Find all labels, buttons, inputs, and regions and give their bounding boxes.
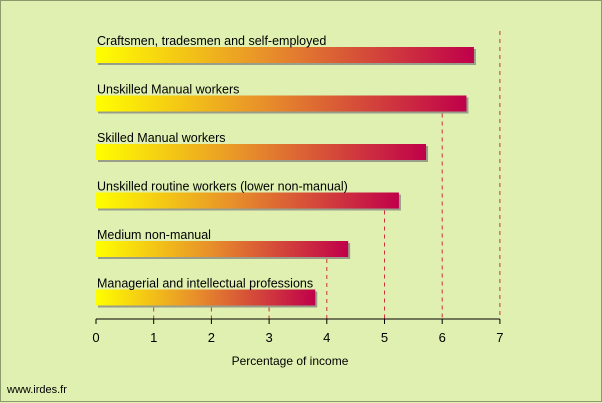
x-tick-label: 2 [208,330,215,345]
category-label: Craftsmen, tradesmen and self-employed [97,34,326,48]
x-tick-label: 7 [496,330,503,345]
bar [96,289,316,306]
site-credit: www.irdes.fr [7,384,67,396]
category-label: Unskilled routine workers (lower non-man… [97,180,348,194]
x-axis-label: Percentage of income [232,354,349,368]
bar [96,192,399,209]
category-label: Unskilled Manual workers [97,83,239,97]
bar [96,95,467,112]
x-tick-label: 6 [439,330,446,345]
category-label: Skilled Manual workers [97,131,226,145]
x-tick-label: 4 [323,330,330,345]
bar [96,144,427,160]
x-tick-label: 0 [92,330,99,345]
x-tick-label: 1 [150,330,157,345]
category-label: Managerial and intellectual professions [97,277,313,291]
x-tick-label: 5 [381,330,388,345]
category-label: Medium non-manual [97,228,211,242]
bar [96,47,474,63]
bar [96,241,349,257]
x-tick-label: 3 [265,330,272,345]
